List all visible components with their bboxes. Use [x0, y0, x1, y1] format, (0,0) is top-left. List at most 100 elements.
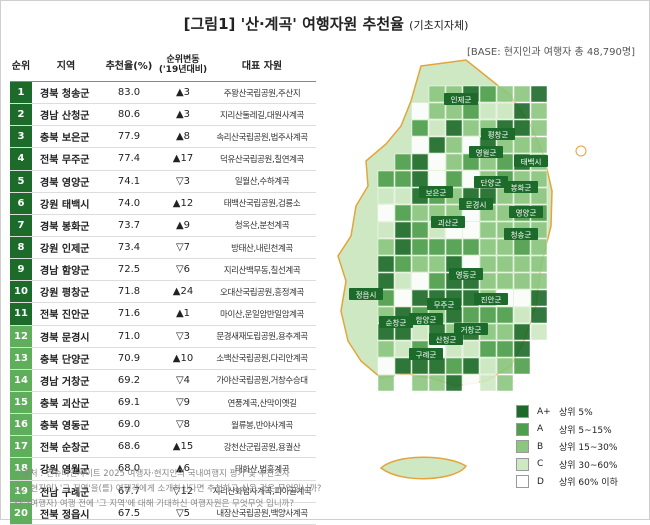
change-cell: ▽12	[158, 480, 208, 503]
rate-cell: 69.2	[100, 369, 158, 392]
resource-cell: 일월산,수하계곡	[208, 170, 316, 193]
map-region-label: 정읍시	[356, 290, 377, 300]
table-row: 16 충북 영동군 69.0 ▽8 월류봉,반야사계곡	[10, 413, 316, 437]
map-region-cell	[377, 374, 395, 392]
map-region-cell	[496, 85, 514, 103]
footnote-question-local: Q. (현지인) '그 지역'을(를) 여행객에게 소개하신다면 추천하고 싶은…	[15, 484, 322, 494]
map-region-cell	[462, 340, 480, 358]
table-row: 5 경북 영양군 74.1 ▽3 일월산,수하계곡	[10, 170, 316, 193]
legend-swatch	[516, 457, 529, 471]
rate-cell: 71.0	[100, 325, 158, 348]
map-region-cell	[428, 357, 446, 375]
rank-cell: 16	[10, 413, 32, 437]
footnote-source: * 출처 : 컨슈머인사이트 2025 여행자·현지인의 국내여행지 평가 및 …	[15, 469, 290, 479]
map-region-cell	[462, 119, 480, 137]
map-region-cell	[496, 374, 514, 392]
map-region-cell	[530, 255, 548, 273]
map-label-badge	[444, 93, 478, 105]
map-region-cell	[445, 102, 463, 120]
legend-grade: A	[537, 424, 544, 435]
map-region-cell	[428, 85, 446, 103]
map-region-cell	[411, 272, 429, 290]
rate-cell: 73.4	[100, 236, 158, 260]
change-cell: ▽6	[158, 258, 208, 282]
map-region-cell	[496, 102, 514, 120]
map-region-cell	[377, 221, 395, 239]
header-rate: 추천율(%)	[100, 51, 158, 82]
map-region-cell	[462, 374, 480, 392]
rate-cell: 69.0	[100, 413, 158, 437]
legend-label: 상위 30~60%	[559, 460, 618, 471]
header-rank: 순위	[10, 51, 32, 82]
map-label-badge	[459, 198, 493, 210]
map-region-cell	[462, 306, 480, 324]
map-region-cell	[394, 272, 412, 290]
table-row: 15 충북 괴산군 69.1 ▽9 연풍계곡,산막이옛길	[10, 391, 316, 415]
legend-label: 상위 5~15%	[559, 425, 612, 436]
legend-swatch	[516, 405, 529, 419]
map-label-badge	[469, 146, 503, 158]
jeju-island	[379, 456, 468, 480]
map-region-cell	[394, 374, 412, 392]
map-region-cell	[411, 323, 429, 341]
map-region-cell	[445, 119, 463, 137]
map-region-cell	[394, 170, 412, 188]
map-region-cell	[479, 238, 497, 256]
map-region-cell	[530, 289, 548, 307]
map-label-badge	[349, 288, 383, 300]
map-region-cell	[513, 85, 531, 103]
table-row: 17 전북 순창군 68.6 ▲15 강천산군립공원,용궐산	[10, 435, 316, 459]
map-region-cell	[479, 374, 497, 392]
rate-cell: 70.9	[100, 347, 158, 370]
map-region-cell	[394, 357, 412, 375]
resource-cell: 문경새재도립공원,용추계곡	[208, 325, 316, 348]
map-region-label: 괴산군	[438, 218, 459, 228]
resource-cell: 방태산,내린천계곡	[208, 236, 316, 260]
rate-cell: 67.7	[100, 480, 158, 503]
map-label-badge	[514, 155, 548, 167]
map-region-cell	[411, 374, 429, 392]
change-cell: ▽9	[158, 391, 208, 415]
map-region-cell	[496, 306, 514, 324]
resource-cell: 주왕산국립공원,주산지	[208, 81, 316, 105]
map-region-label: 진안군	[481, 295, 502, 305]
region-cell: 경북 봉화군	[32, 214, 100, 237]
map-region-cell	[445, 153, 463, 171]
map-region-cell	[513, 238, 531, 256]
resource-cell: 마이산,운일암반일암계곡	[208, 302, 316, 326]
region-cell: 경북 청송군	[32, 81, 100, 105]
map-label-badge	[427, 298, 461, 310]
region-cell: 경북 영양군	[32, 170, 100, 193]
map-region-cell	[513, 272, 531, 290]
map-region-cell	[530, 306, 548, 324]
map-region-cell	[377, 187, 395, 205]
resource-cell: 태화산,법흥계곡	[208, 457, 316, 481]
table-header-row: 순위 지역 추천율(%) 순위변동 ('19년대비) 대표 자원	[10, 51, 316, 82]
table-row: 19 전남 구례군 67.7 ▽12 지리산화엄사계곡,피아골계곡	[10, 480, 316, 503]
table-row: 2 경남 산청군 80.6 ▲3 지리산둘레길,대원사계곡	[10, 103, 316, 127]
change-cell: ▲9	[158, 214, 208, 237]
map-region-label: 인제군	[451, 95, 472, 105]
map-label-badge	[429, 333, 463, 345]
map-region-cell	[479, 306, 497, 324]
map-region-cell	[394, 221, 412, 239]
change-cell: ▽7	[158, 236, 208, 260]
rank-cell: 13	[10, 347, 32, 370]
change-cell: ▲3	[158, 81, 208, 105]
rate-cell: 77.4	[100, 147, 158, 171]
map-region-cell	[411, 136, 429, 154]
map-region-cell	[394, 340, 412, 358]
ranking-table: 순위 지역 추천율(%) 순위변동 ('19년대비) 대표 자원 1 경북 청송군…	[10, 51, 316, 525]
table-row: 8 강원 인제군 73.4 ▽7 방태산,내린천계곡	[10, 236, 316, 260]
map-region-label: 단양군	[481, 178, 502, 188]
rank-cell: 17	[10, 435, 32, 459]
map-region-label: 영월군	[476, 148, 497, 158]
rate-cell: 72.5	[100, 258, 158, 282]
rate-cell: 83.0	[100, 81, 158, 105]
map-region-cell	[496, 238, 514, 256]
rate-cell: 68.0	[100, 457, 158, 481]
change-cell: ▽4	[158, 369, 208, 392]
map-region-cell	[428, 255, 446, 273]
rank-cell: 11	[10, 302, 32, 326]
map-region-cell	[377, 272, 395, 290]
